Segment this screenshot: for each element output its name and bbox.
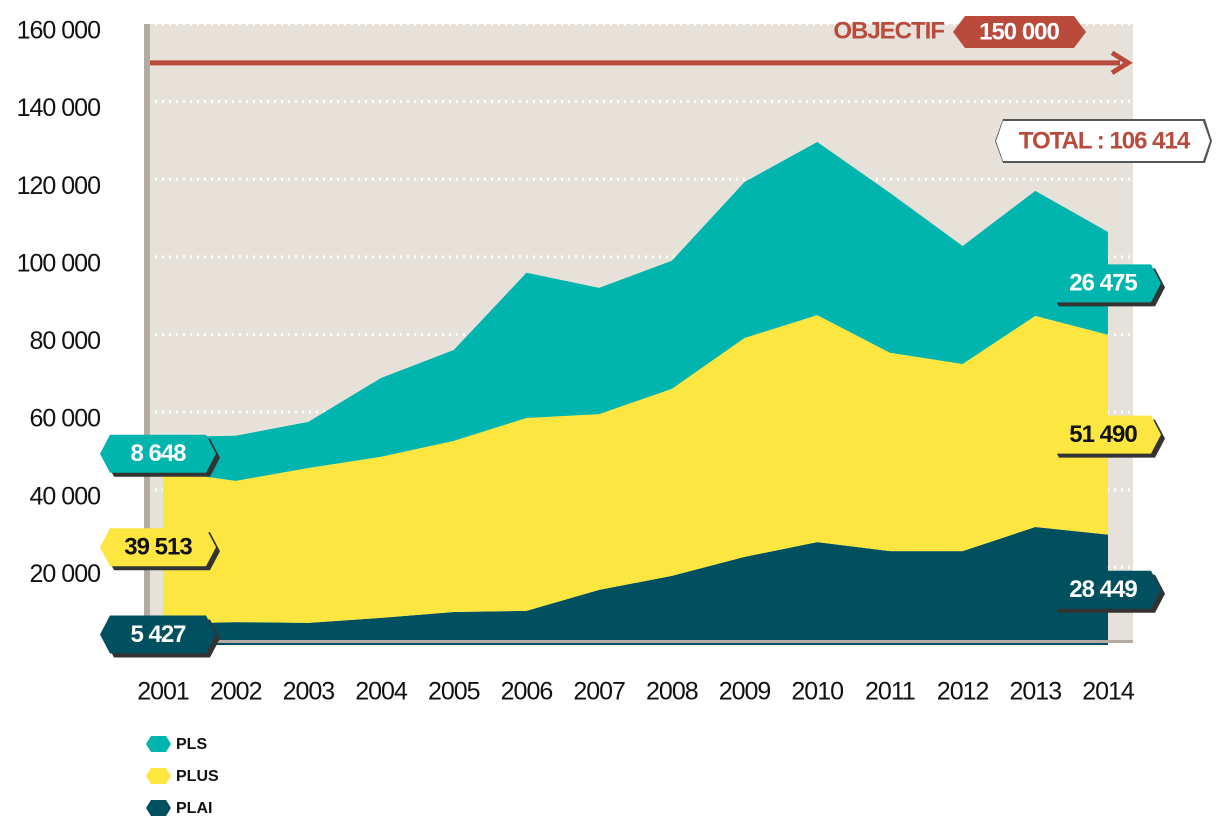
total-tag: TOTAL : 106 414 [995,119,1212,163]
target-label: OBJECTIF [833,17,944,44]
y-tick-label: 80 000 [30,327,101,355]
x-tick-label: 2011 [865,678,915,706]
data-label: 8 648 [130,440,186,467]
x-tick-label: 2003 [283,678,335,706]
value-tag: 5 427 [100,615,220,658]
legend-swatch [146,800,171,816]
tag-background [100,528,216,567]
tag-background [1045,264,1161,303]
tag-background [953,16,1086,48]
x-tick-label: 2007 [573,678,625,706]
y-tick-label: 140 000 [17,94,100,122]
legend-swatch [146,736,171,752]
x-tick-label: 2006 [501,678,553,706]
total-label: TOTAL : 106 414 [1019,127,1191,154]
x-tick-label: 2012 [937,678,989,706]
data-label: 28 449 [1069,576,1137,603]
target-value: 150 000 [979,18,1059,45]
legend-swatch [146,768,171,784]
tag-background [1045,415,1161,454]
y-tick-label: 60 000 [30,405,101,433]
legend-label: PLS [176,736,207,753]
x-axis [144,640,1133,643]
y-tick-label: 40 000 [30,482,101,510]
value-tag: 26 475 [1045,264,1165,307]
legend-label: PLAI [176,800,212,817]
data-label: 51 490 [1069,421,1137,448]
area [163,527,1108,645]
y-tick-label: 120 000 [17,172,100,200]
x-tick-label: 2008 [646,678,698,706]
value-tag: 8 648 [100,434,220,477]
x-tick-label: 2004 [355,678,408,706]
x-tick-label: 2002 [210,678,262,706]
target-tag: 150 000 [953,16,1086,48]
x-tick-label: 2014 [1082,678,1135,706]
legend-label: PLUS [176,768,219,785]
y-tick-label: 20 000 [30,560,101,588]
y-tick-label: 160 000 [17,17,100,45]
tag-background [1045,570,1161,609]
data-label: 39 513 [124,534,192,561]
target-arrowhead [1110,50,1133,75]
x-tick-label: 2013 [1009,678,1061,706]
area [163,315,1108,624]
x-tick-label: 2010 [791,678,843,706]
data-label: 26 475 [1069,270,1137,297]
value-tag: 28 449 [1045,570,1165,613]
y-axis [144,24,150,644]
tag-background [100,615,216,654]
value-tag: 51 490 [1045,415,1165,458]
y-tick-label: 100 000 [17,249,100,277]
tag-background [996,121,1210,161]
x-tick-label: 2005 [428,678,480,706]
value-tag: 39 513 [100,528,220,571]
x-tick-label: 2001 [137,678,189,706]
area [163,141,1108,481]
tag-background [100,434,216,473]
x-tick-label: 2009 [719,678,771,706]
data-label: 5 427 [130,621,186,648]
